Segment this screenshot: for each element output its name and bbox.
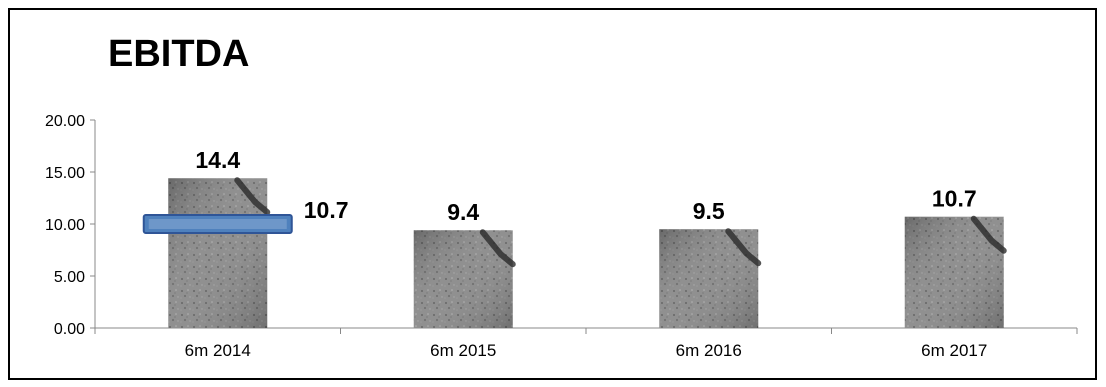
- y-tick-label: 10.00: [45, 217, 85, 234]
- data-label: 9.4: [447, 199, 479, 225]
- x-tick-label: 6m 2016: [676, 341, 742, 360]
- bar-texture-streak: [725, 228, 762, 267]
- bars: [168, 177, 1007, 328]
- data-label: 10.7: [932, 186, 977, 212]
- bar-shading: [168, 178, 268, 328]
- y-tick-label: 0.00: [54, 321, 85, 338]
- bar-texture-streak: [970, 215, 1007, 254]
- labels: 6m 2014 14.4 6m 2015 9.4 6m 2016 9.5 6m 2017 10…: [142, 147, 987, 360]
- bar-texture-streak: [234, 177, 271, 216]
- bar-shading: [413, 230, 513, 328]
- x-tick-label: 6m 2014: [185, 341, 251, 360]
- marker-highlight: [148, 219, 287, 229]
- chart-title: EBITDA: [108, 33, 250, 75]
- x-tick-label: 6m 2015: [430, 341, 496, 360]
- bar-shading: [659, 229, 759, 328]
- data-label: 14.4: [195, 147, 240, 173]
- y-tick-label: 5.00: [54, 269, 85, 286]
- x-tick-label: 6m 2017: [921, 341, 987, 360]
- bar-texture-streak: [479, 229, 516, 268]
- marker-bar: [142, 214, 293, 234]
- marker-label: 10.7: [304, 197, 349, 223]
- data-label: 9.5: [693, 198, 725, 224]
- y-tick-label: 15.00: [45, 165, 85, 182]
- y-tick-label: 20.00: [45, 113, 85, 130]
